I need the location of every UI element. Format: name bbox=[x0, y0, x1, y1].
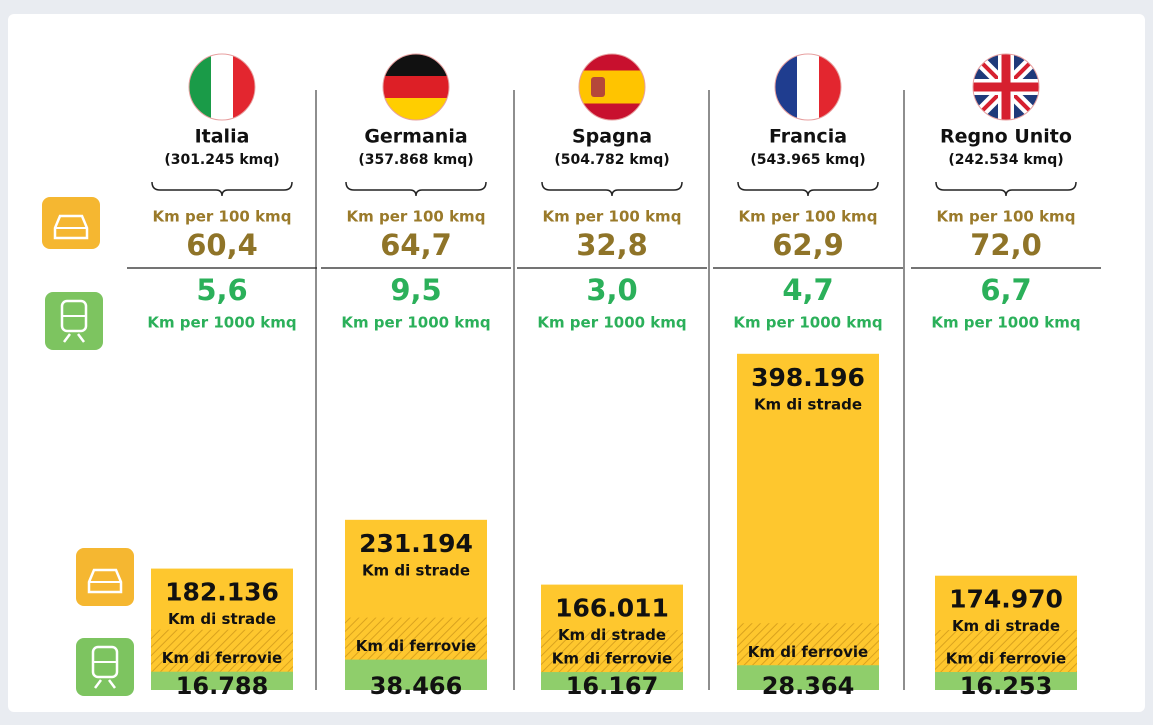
road-density: 72,0 bbox=[970, 228, 1042, 262]
hatch bbox=[151, 629, 293, 672]
brace bbox=[935, 181, 1077, 197]
rail-density: 6,7 bbox=[980, 273, 1031, 307]
train-icon bbox=[45, 292, 103, 350]
road-density-unit: Km per 100 kmq bbox=[347, 208, 486, 226]
rail-density-unit: Km per 1000 kmq bbox=[931, 314, 1080, 332]
road-value: 231.194 bbox=[359, 529, 473, 558]
rail-bar bbox=[935, 672, 1077, 690]
road-value: 174.970 bbox=[949, 585, 1063, 614]
flag-stripe bbox=[211, 54, 234, 120]
flag-ring bbox=[188, 53, 256, 121]
country-name: Germania bbox=[364, 126, 467, 148]
flag-stripe bbox=[189, 54, 212, 120]
country-name: Spagna bbox=[572, 126, 652, 148]
flag-fill bbox=[383, 54, 449, 120]
road-label: Km di strade bbox=[754, 395, 862, 413]
rail-bar bbox=[737, 665, 879, 690]
train-icon bbox=[76, 638, 134, 696]
rail-label: Km di ferrovie bbox=[552, 650, 672, 668]
flag bbox=[382, 53, 450, 121]
rail-density-unit: Km per 1000 kmq bbox=[733, 314, 882, 332]
road-density: 32,8 bbox=[576, 228, 648, 262]
rail-bar bbox=[151, 671, 293, 690]
hatch bbox=[737, 623, 879, 666]
flag-ring bbox=[578, 53, 646, 121]
rail-label: Km di ferrovie bbox=[356, 637, 476, 655]
flag-ring bbox=[382, 53, 450, 121]
road-density: 60,4 bbox=[186, 228, 258, 262]
flag-stripe bbox=[233, 54, 255, 120]
rail-label: Km di ferrovie bbox=[162, 649, 282, 667]
road-value: 182.136 bbox=[165, 578, 279, 607]
road-density-unit: Km per 100 kmq bbox=[937, 208, 1076, 226]
flag-ring bbox=[972, 53, 1040, 121]
road-density-unit: Km per 100 kmq bbox=[543, 208, 682, 226]
flag-emblem bbox=[591, 77, 605, 97]
rail-value: 28.364 bbox=[762, 672, 855, 700]
rail-value: 16.167 bbox=[566, 672, 659, 700]
road-label: Km di strade bbox=[952, 617, 1060, 635]
road-density-unit: Km per 100 kmq bbox=[739, 208, 878, 226]
rail-bar bbox=[345, 659, 487, 690]
road-label: Km di strade bbox=[362, 561, 470, 579]
flag-stripe bbox=[579, 70, 645, 104]
car-icon bbox=[42, 197, 100, 249]
flag bbox=[188, 53, 256, 121]
brace bbox=[151, 181, 293, 197]
flag-ring bbox=[774, 53, 842, 121]
car-icon bbox=[76, 548, 134, 606]
flag-stripe bbox=[383, 76, 449, 99]
road-density: 62,9 bbox=[772, 228, 844, 262]
country-area: (543.965 kmq) bbox=[750, 152, 865, 168]
flag-stripe bbox=[819, 54, 841, 120]
road-value: 398.196 bbox=[751, 363, 865, 392]
country-area: (301.245 kmq) bbox=[164, 152, 279, 168]
rail-label: Km di ferrovie bbox=[748, 643, 868, 661]
road-value: 166.011 bbox=[555, 594, 669, 623]
flag bbox=[774, 53, 842, 121]
hatch bbox=[541, 630, 683, 673]
flag-fill bbox=[189, 54, 255, 120]
country-name: Regno Unito bbox=[940, 126, 1072, 148]
flag bbox=[972, 53, 1040, 121]
flag bbox=[578, 53, 646, 121]
hatch bbox=[935, 630, 1077, 673]
country-area: (242.534 kmq) bbox=[948, 152, 1063, 168]
road-label: Km di strade bbox=[168, 610, 276, 628]
rail-density-unit: Km per 1000 kmq bbox=[341, 314, 490, 332]
flag-stripe bbox=[383, 98, 449, 120]
flag-stripe bbox=[775, 54, 798, 120]
country-area: (504.782 kmq) bbox=[554, 152, 669, 168]
flag-fill bbox=[775, 54, 841, 120]
hatch bbox=[345, 617, 487, 660]
flag-stripe bbox=[383, 54, 449, 77]
flag-cross-red bbox=[973, 54, 1039, 120]
rail-value: 16.788 bbox=[176, 672, 269, 700]
road-density: 64,7 bbox=[380, 228, 452, 262]
rail-label: Km di ferrovie bbox=[946, 650, 1066, 668]
rail-density-unit: Km per 1000 kmq bbox=[537, 314, 686, 332]
rail-value: 38.466 bbox=[370, 672, 463, 700]
rail-bar bbox=[541, 672, 683, 690]
rail-value: 16.253 bbox=[960, 672, 1053, 700]
rail-density: 5,6 bbox=[196, 273, 247, 307]
brace bbox=[541, 181, 683, 197]
road-label: Km di strade bbox=[558, 626, 666, 644]
separators bbox=[315, 90, 905, 690]
flag-stripe bbox=[797, 54, 820, 120]
country-name: Francia bbox=[769, 126, 847, 148]
country-area: (357.868 kmq) bbox=[358, 152, 473, 168]
rail-density-unit: Km per 1000 kmq bbox=[147, 314, 296, 332]
rail-density: 9,5 bbox=[390, 273, 441, 307]
country-name: Italia bbox=[195, 126, 250, 148]
flag-fill bbox=[973, 54, 1039, 120]
brace bbox=[345, 181, 487, 197]
brace bbox=[737, 181, 879, 197]
rail-density: 4,7 bbox=[782, 273, 833, 307]
road-density-unit: Km per 100 kmq bbox=[153, 208, 292, 226]
rail-density: 3,0 bbox=[586, 273, 637, 307]
